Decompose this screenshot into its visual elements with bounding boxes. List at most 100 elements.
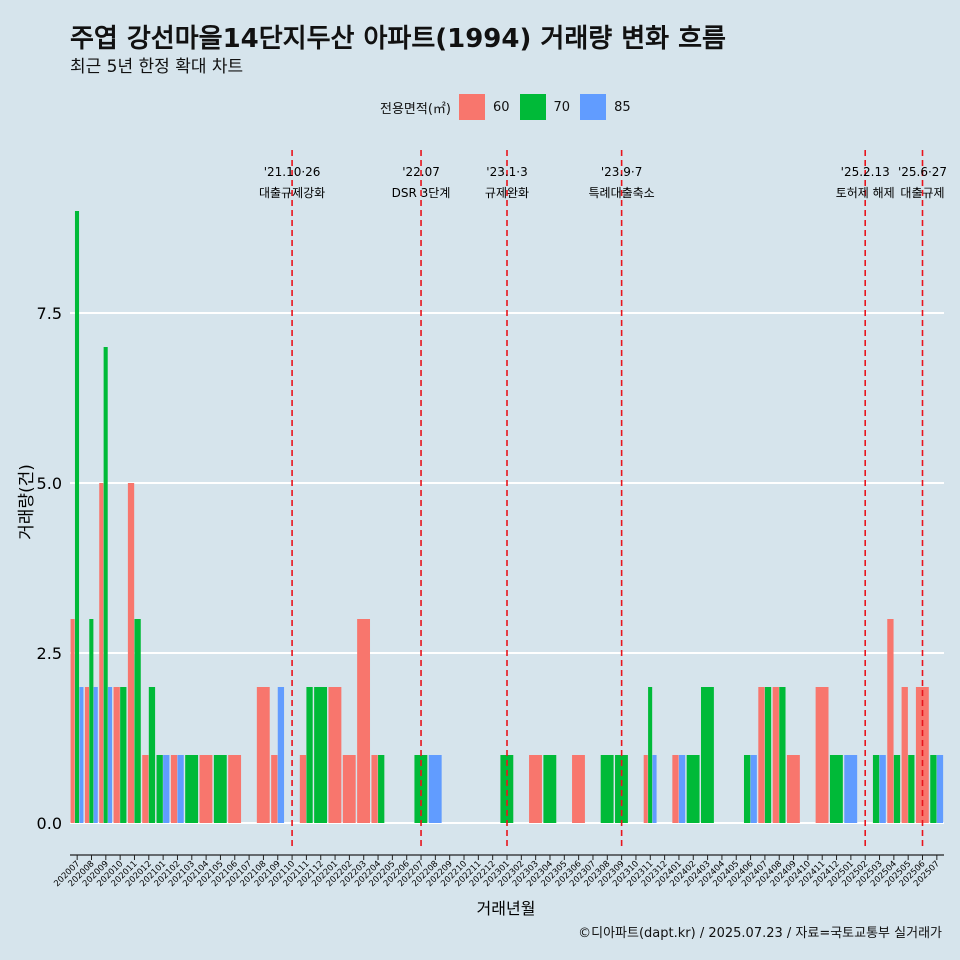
- bar-70-202301: [500, 755, 514, 823]
- legend-item-70: 70: [519, 94, 571, 120]
- legend-title: 전용면적(㎡): [380, 101, 451, 117]
- bar-60-202311: [643, 755, 648, 823]
- bar-70-202407: [764, 687, 772, 823]
- bar-85-202401: [678, 755, 686, 823]
- legend-item-60: 60: [458, 94, 510, 120]
- bar-70-202009: [103, 347, 108, 823]
- y-tick-label: 7.5: [37, 304, 62, 323]
- bar-60-202106: [228, 755, 242, 823]
- bar-60-202504: [887, 619, 894, 823]
- y-axis-label: 거래량(건): [17, 464, 37, 540]
- bar-60-202010: [113, 687, 120, 823]
- bar-70-202012: [148, 687, 156, 823]
- bar-60-202409: [786, 755, 800, 823]
- chart-title: 주엽 강선마을14단지두산 아파트(1994) 거래량 변화 흐름: [70, 24, 726, 54]
- annotation-label: 특례대출축소: [588, 186, 654, 200]
- caption: ©디아파트(dapt.kr) / 2025.07.23 / 자료=국토교통부 실…: [578, 926, 942, 941]
- bar-70-202412: [829, 755, 843, 823]
- x-axis-label: 거래년월: [477, 899, 536, 918]
- bar-60-202009: [99, 483, 104, 823]
- bar-85-202008: [93, 687, 98, 823]
- annotation-label: 규제완화: [485, 186, 529, 200]
- bar-70-202308: [600, 755, 614, 823]
- bar-60-202204: [371, 755, 378, 823]
- bar-60-202505: [901, 687, 908, 823]
- bar-70-202505: [908, 755, 915, 823]
- bar-85-202007: [79, 687, 84, 823]
- bar-60-202408: [772, 687, 779, 823]
- bar-70-202507: [930, 755, 937, 823]
- bar-70-202112: [314, 687, 328, 823]
- annotation-date: '23.9·7: [601, 165, 642, 179]
- bar-60-202011: [127, 483, 135, 823]
- bar-60-202401: [672, 755, 679, 823]
- bar-85-202507: [936, 755, 944, 823]
- bar-70-202311: [648, 687, 653, 823]
- bar-60-202104: [199, 755, 213, 823]
- annotations: '21.10·26 대출규제강화 '22.07 DSR 3단계 '23.1·3 규제완화 '…: [259, 150, 947, 848]
- bar-70-202207: [414, 755, 428, 823]
- bar-60-202203: [357, 619, 371, 823]
- legend-label-60: 60: [492, 99, 510, 115]
- bar-60-202109: [271, 755, 278, 823]
- bar-60-202407: [758, 687, 765, 823]
- annotation-label: DSR 3단계: [392, 186, 451, 200]
- bar-60-202201: [328, 687, 342, 823]
- bar-85-202406: [750, 755, 757, 823]
- bar-60-202008: [84, 687, 89, 823]
- legend-swatch-85: [580, 94, 607, 120]
- annotation-date: '21.10·26: [264, 165, 321, 179]
- bar-70-202105: [213, 755, 227, 823]
- bar-70-202103: [185, 755, 199, 823]
- gridlines: [70, 312, 944, 824]
- bar-70-202504: [893, 755, 901, 823]
- bar-85-202009: [108, 687, 113, 823]
- annotation-date: '25.2.13: [841, 165, 890, 179]
- bar-70-202403: [700, 687, 714, 823]
- bar-60-202111: [299, 755, 307, 823]
- bar-70-202111: [306, 687, 313, 823]
- bar-85-202208: [428, 755, 442, 823]
- annotation-date: '23.1·3: [486, 165, 527, 179]
- bar-70-202007: [74, 211, 80, 823]
- bar-70-202204: [378, 755, 385, 823]
- bar-60-202007: [70, 619, 75, 823]
- bar-70-202010: [120, 687, 127, 823]
- bars: [70, 211, 944, 823]
- bar-70-202008: [89, 619, 94, 823]
- bar-70-202101: [156, 755, 163, 823]
- bar-70-202408: [779, 687, 786, 823]
- y-tick-label: 5.0: [37, 474, 62, 493]
- annotation-label: 대출규제강화: [259, 186, 325, 200]
- bar-60-202306: [572, 755, 585, 823]
- legend-swatch-60: [458, 94, 485, 120]
- bar-60-202303: [529, 755, 542, 823]
- legend-label-70: 70: [553, 99, 571, 115]
- bar-70-202503: [872, 755, 880, 823]
- chart-subtitle: 최근 5년 한정 확대 차트: [70, 57, 244, 77]
- bar-60-202108: [256, 687, 270, 823]
- y-axis-ticks: 0.0 2.5 5.0 7.5: [37, 304, 62, 833]
- bar-70-202402: [686, 755, 700, 823]
- legend-label-85: 85: [614, 99, 631, 115]
- bar-70-202011: [134, 619, 141, 823]
- bar-85-202102: [177, 755, 184, 823]
- y-tick-label: 0.0: [37, 814, 62, 833]
- annotation-date: '22.07: [402, 165, 440, 179]
- bar-70-202309: [615, 755, 628, 823]
- x-axis: 2020072020082020092020102020112020122021…: [52, 854, 944, 889]
- bar-85-202501: [844, 755, 858, 823]
- y-tick-label: 2.5: [37, 644, 62, 663]
- annotation-date: '25.6·27: [898, 165, 947, 179]
- annotation-label: 대출규제: [900, 186, 944, 200]
- legend-swatch-70: [519, 94, 546, 120]
- bar-60-202202: [342, 755, 356, 823]
- annotation-label: 토허제 해제: [836, 186, 895, 200]
- bar-85-202311: [652, 755, 657, 823]
- bar-60-202012: [142, 755, 149, 823]
- legend-item-85: 85: [580, 94, 631, 120]
- bar-85-202503: [879, 755, 886, 823]
- bar-85-202109: [277, 687, 285, 823]
- legend: 전용면적(㎡) 60 70 85: [380, 92, 641, 122]
